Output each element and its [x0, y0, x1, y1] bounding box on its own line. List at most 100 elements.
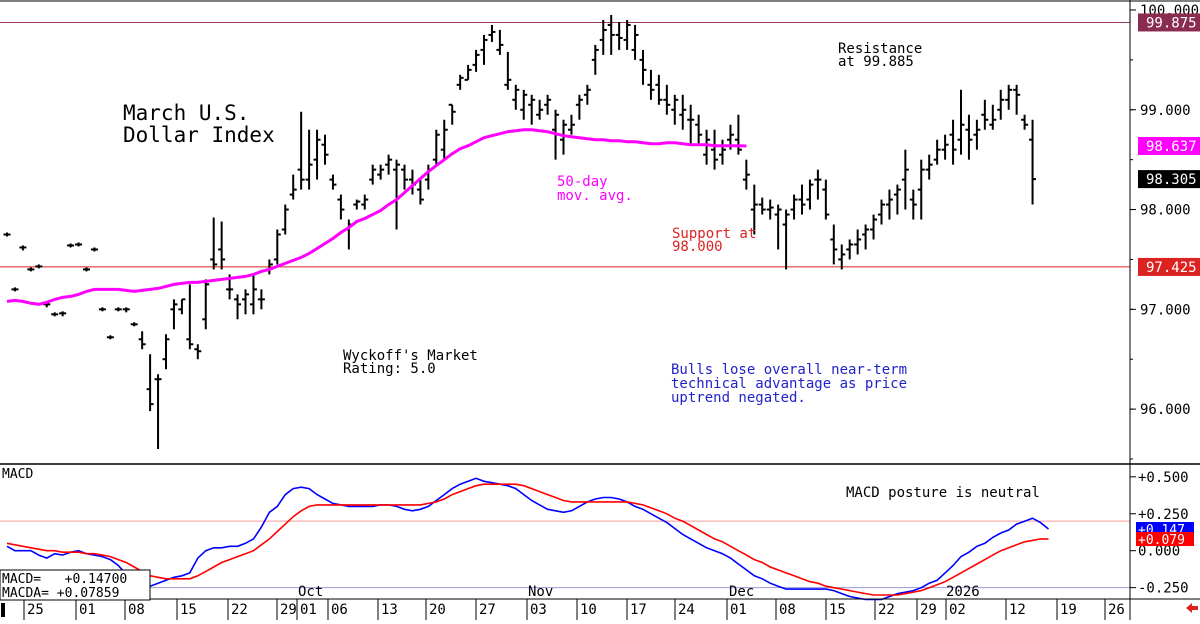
resistance-annotation-line-1: Resistance [838, 41, 922, 57]
price-bar [59, 311, 67, 317]
price-bar [607, 14, 615, 55]
price-bar [544, 94, 552, 115]
price-bar [218, 221, 226, 270]
macd-readout-box [0, 569, 151, 601]
price-bar [480, 34, 488, 65]
price-bar [313, 129, 321, 180]
macd-value-tag-box [1136, 532, 1194, 547]
price-bar [997, 89, 1005, 120]
price-bar [202, 279, 210, 330]
macd-readout-line-1: MACD= +0.14700 [2, 572, 127, 587]
price-bar [464, 64, 472, 81]
month-label-dec: Dec [729, 584, 754, 600]
x-axis-day-label: 27 [479, 602, 496, 618]
price-bar [583, 84, 591, 105]
price-bar [774, 204, 782, 250]
price-bar [719, 139, 726, 165]
price-bar [194, 344, 202, 360]
macd-y-tick-label: -0.250 [1138, 581, 1189, 597]
price-bar [83, 267, 90, 272]
price-bar [242, 289, 249, 315]
price-bar [885, 189, 893, 220]
x-axis-day-label: 12 [1009, 602, 1026, 618]
price-bar [512, 84, 520, 110]
ma-label-line-1: 50-day [557, 174, 608, 190]
moving-average-line [6, 128, 747, 306]
price-bar [3, 232, 11, 237]
macd-grid [0, 520, 1130, 589]
price-bar [27, 267, 35, 272]
support-annotation-line-1: Support at [672, 226, 756, 242]
price-bar [138, 331, 146, 350]
macd-value-tag-label: +0.079 [1138, 533, 1185, 548]
price-bar [130, 322, 138, 327]
macd-series-line [6, 483, 1049, 596]
x-axis-day-label: 01 [730, 602, 747, 618]
price-bar [448, 103, 456, 125]
month-label-nov: Nov [528, 584, 553, 600]
price-bar [1005, 84, 1013, 110]
moving-average-layer [6, 128, 747, 306]
price-bar [615, 21, 623, 50]
x-axis-day-label: 13 [381, 602, 398, 618]
price-bar [862, 224, 870, 250]
price-y-tick-label: 99.000 [1140, 103, 1191, 119]
price-grid [0, 21, 1130, 268]
price-bar [957, 89, 965, 155]
price-bar [146, 354, 154, 412]
price-bar [981, 99, 989, 130]
price-bar [234, 294, 242, 320]
x-axis-day-label: 26 [1108, 602, 1125, 618]
macd-y-tick-label: +0.250 [1138, 507, 1189, 523]
price-bar [575, 94, 583, 120]
price-tag-box [1138, 170, 1200, 189]
x-axis-day-label: 17 [630, 602, 647, 618]
price-bar [631, 24, 639, 60]
price-bar [671, 94, 679, 125]
price-bar [750, 184, 758, 235]
price-bar [742, 159, 750, 190]
price-bar [909, 189, 917, 220]
price-tag-box [1138, 257, 1200, 276]
price-bar [838, 244, 846, 270]
price-bar [361, 194, 369, 210]
price-bar [925, 154, 933, 180]
x-axis-day-label: 29 [920, 602, 937, 618]
x-axis-day-label: 15 [180, 602, 197, 618]
price-bar [854, 229, 862, 255]
price-bar [281, 204, 289, 235]
x-axis-day-label: 10 [580, 602, 597, 618]
x-axis-day-label: 24 [678, 602, 695, 618]
macd-y-tick-label: +0.500 [1138, 470, 1189, 486]
price-bar [711, 129, 719, 170]
x-axis-day-label: 19 [1060, 602, 1077, 618]
price-bar [377, 164, 385, 180]
x-axis-day-label: 15 [829, 602, 846, 618]
price-bar [965, 114, 973, 160]
month-label-2026: 2026 [946, 584, 980, 600]
price-y-tick-label: 96.000 [1140, 402, 1191, 418]
bulls-annotation-line-2: technical advantage as price [671, 376, 907, 392]
price-bar [599, 19, 607, 55]
price-bar [567, 114, 575, 135]
price-bar [830, 224, 838, 265]
price-bar [893, 184, 901, 215]
price-bar [122, 307, 130, 313]
price-tag-label: 99.875 [1146, 15, 1197, 31]
price-bar [790, 194, 798, 220]
price-bar [98, 307, 106, 312]
ma-label-line-2: mov. avg. [557, 188, 633, 204]
price-bar [647, 69, 655, 100]
price-tag-label: 98.637 [1146, 139, 1197, 155]
price-bar [766, 199, 774, 220]
price-bar [75, 242, 83, 247]
price-tag-label: 98.305 [1146, 172, 1197, 188]
price-bar [353, 199, 361, 210]
price-bar [393, 159, 401, 230]
price-bar [456, 74, 464, 90]
support-annotation-line-2: 98.000 [672, 239, 723, 255]
left-arrow-icon[interactable] [1186, 603, 1198, 613]
